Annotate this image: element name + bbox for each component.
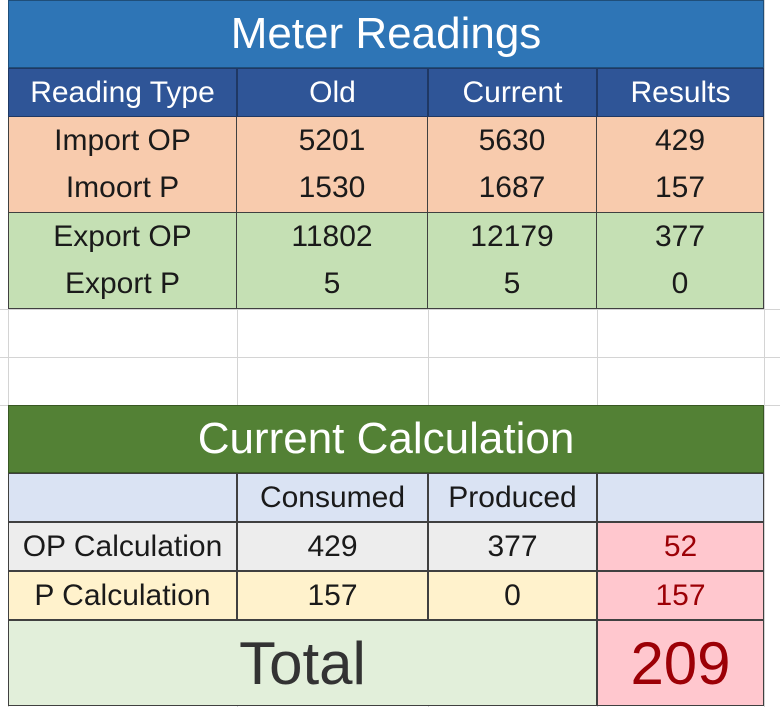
import-type-cells: Import OP Imoort P <box>8 117 237 213</box>
cell-op-consumed[interactable]: 429 <box>237 522 428 571</box>
cell-import-p-result[interactable]: 157 <box>654 171 706 205</box>
cell-p-calculation-label[interactable]: P Calculation <box>8 571 237 620</box>
gridline <box>0 357 780 358</box>
gridline <box>0 309 780 310</box>
meter-readings-title[interactable]: Meter Readings <box>8 0 764 68</box>
cell-export-p-current[interactable]: 5 <box>503 267 521 301</box>
current-calculation-title[interactable]: Current Calculation <box>8 405 764 473</box>
cell-export-op-type[interactable]: Export OP <box>53 219 192 253</box>
cell-import-p-old[interactable]: 1530 <box>298 171 366 205</box>
cell-export-p-result[interactable]: 0 <box>671 267 689 301</box>
gridline <box>597 0 598 707</box>
cell-p-produced[interactable]: 0 <box>428 571 597 620</box>
calc-header-produced[interactable]: Produced <box>428 473 597 522</box>
cell-import-op-old[interactable]: 5201 <box>298 123 366 157</box>
export-results-cells: 377 0 <box>597 213 764 309</box>
gridline <box>764 0 765 707</box>
cell-export-op-old[interactable]: 11802 <box>291 219 373 253</box>
cell-op-calculation-label[interactable]: OP Calculation <box>8 522 237 571</box>
header-results[interactable]: Results <box>597 68 764 117</box>
calc-header-result-blank[interactable] <box>597 473 764 522</box>
gridline <box>8 0 9 707</box>
cell-import-op-type[interactable]: Import OP <box>54 123 191 157</box>
import-current-cells: 5630 1687 <box>428 117 597 213</box>
export-current-cells: 12179 5 <box>428 213 597 309</box>
header-current[interactable]: Current <box>428 68 597 117</box>
export-type-cells: Export OP Export P <box>8 213 237 309</box>
cell-import-op-current[interactable]: 5630 <box>478 123 546 157</box>
cell-op-result[interactable]: 52 <box>597 522 764 571</box>
header-reading-type[interactable]: Reading Type <box>8 68 237 117</box>
total-value-cell[interactable]: 209 <box>597 620 764 706</box>
cell-op-produced[interactable]: 377 <box>428 522 597 571</box>
import-results-cells: 429 157 <box>597 117 764 213</box>
cell-export-op-current[interactable]: 12179 <box>470 219 554 253</box>
total-label-cell[interactable]: Total <box>8 620 597 706</box>
cell-export-p-type[interactable]: Export P <box>64 267 181 301</box>
cell-import-p-current[interactable]: 1687 <box>478 171 546 205</box>
cell-import-op-result[interactable]: 429 <box>654 123 706 157</box>
cell-import-p-type[interactable]: Imoort P <box>65 171 180 205</box>
calc-header-consumed[interactable]: Consumed <box>237 473 428 522</box>
import-old-cells: 5201 1530 <box>237 117 428 213</box>
cell-export-p-old[interactable]: 5 <box>323 267 341 301</box>
calc-header-blank[interactable] <box>8 473 237 522</box>
cell-p-result[interactable]: 157 <box>597 571 764 620</box>
header-old[interactable]: Old <box>237 68 428 117</box>
gridline <box>237 0 238 707</box>
cell-export-op-result[interactable]: 377 <box>654 219 706 253</box>
gridline <box>428 0 429 707</box>
export-old-cells: 11802 5 <box>237 213 428 309</box>
cell-p-consumed[interactable]: 157 <box>237 571 428 620</box>
